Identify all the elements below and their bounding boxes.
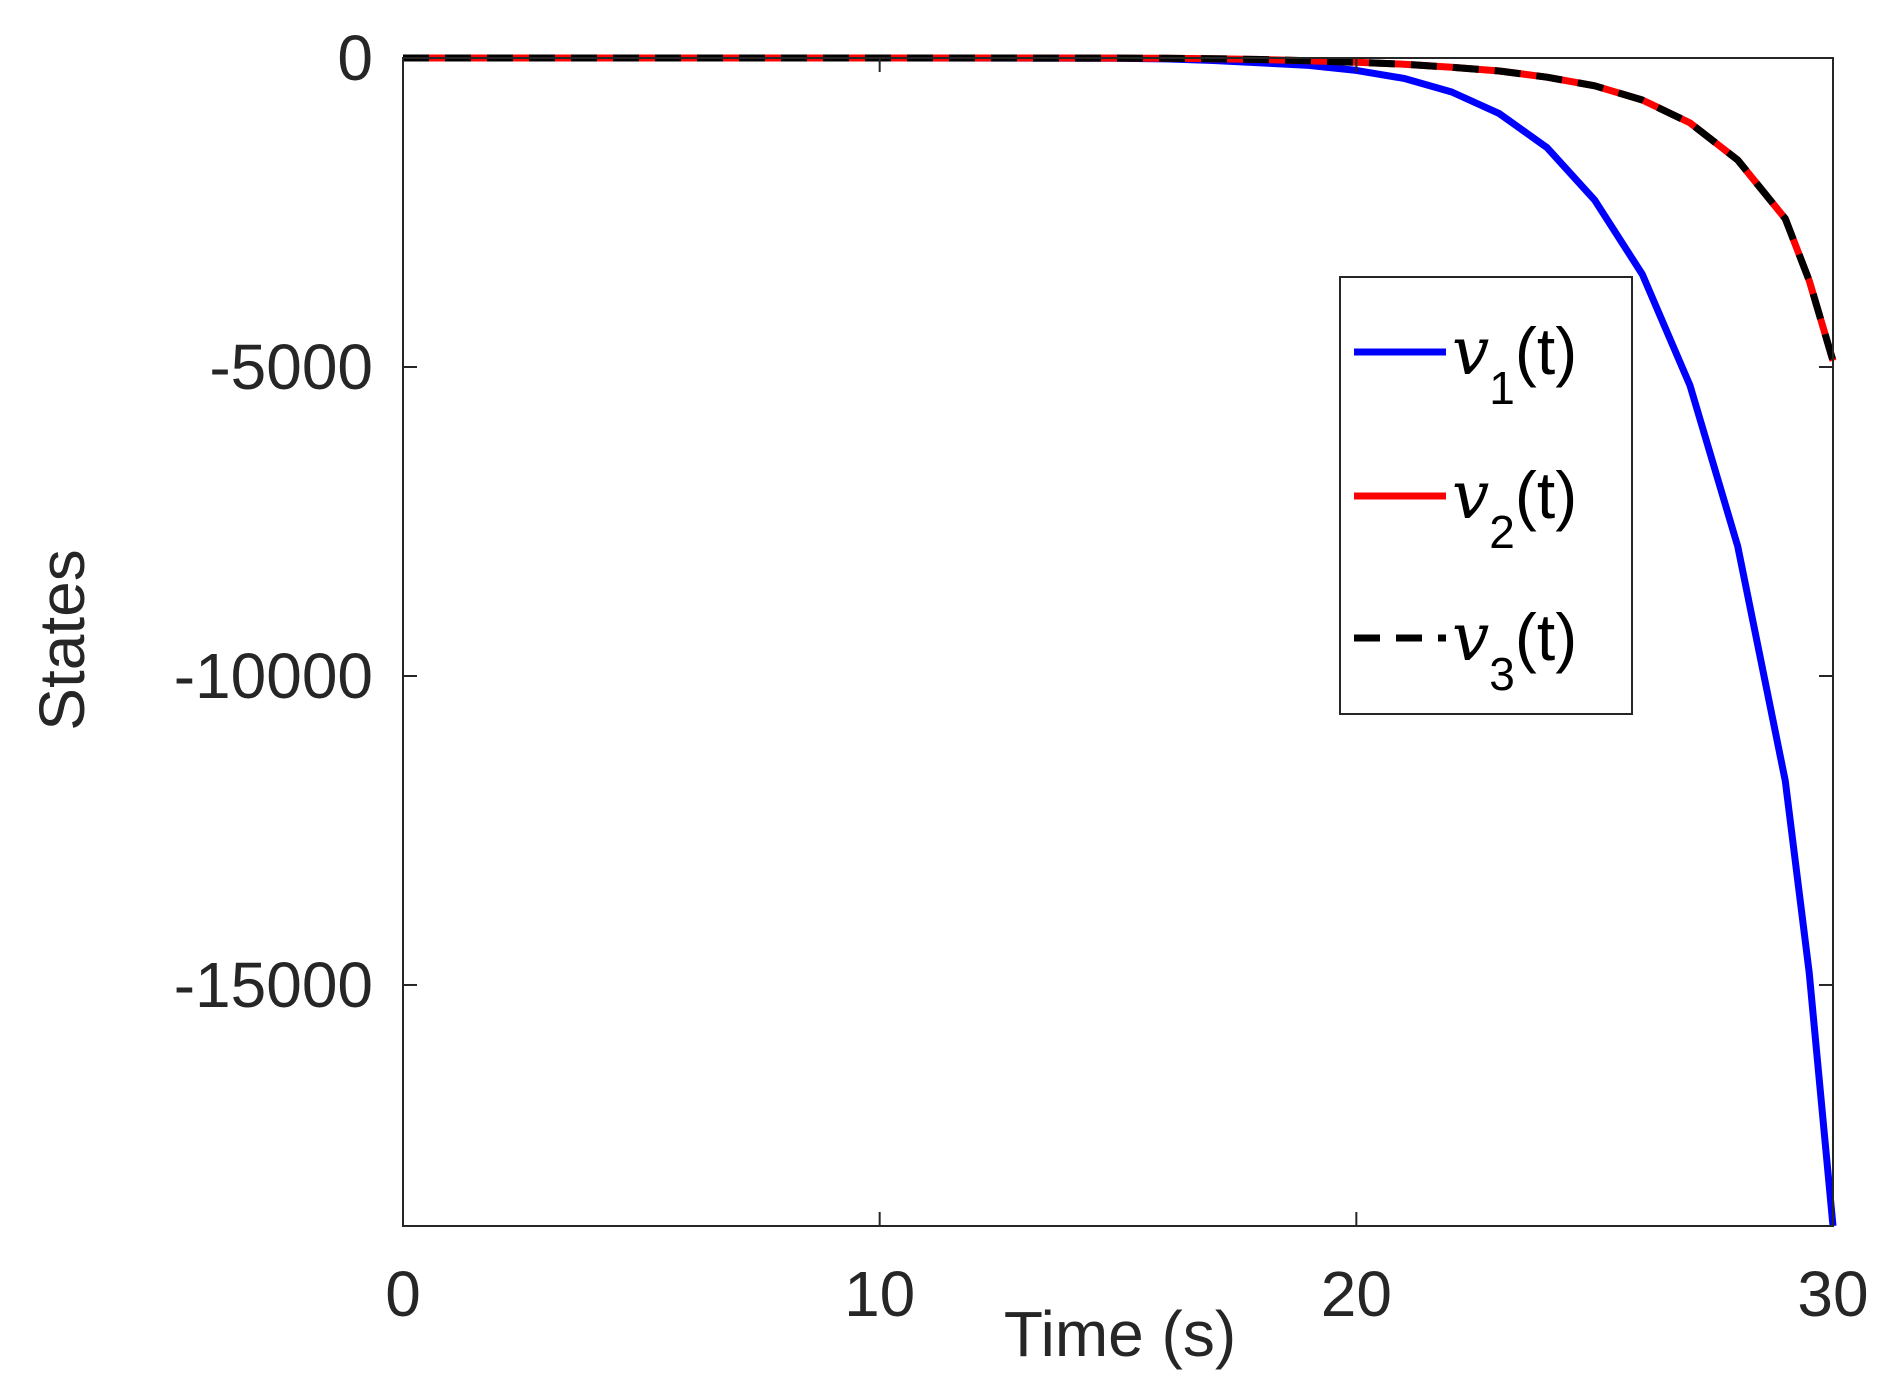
x-tick-label: 20 bbox=[1321, 1258, 1392, 1330]
ticks-layer: 0 10 20 30 0 -5000 -10000 -15000 bbox=[174, 22, 1869, 1330]
y-tick-label: -15000 bbox=[174, 949, 373, 1021]
x-tick-label: 30 bbox=[1797, 1258, 1868, 1330]
x-axis-label: Time (s) bbox=[1004, 1298, 1236, 1370]
legend-label-v3: v3(t) bbox=[1452, 599, 1577, 700]
legend: v1(t) v2(t) v3(t) bbox=[1339, 276, 1633, 715]
legend-label-v1: v1(t) bbox=[1452, 313, 1577, 414]
y-axis-label: States bbox=[26, 549, 98, 730]
x-tick-label: 10 bbox=[844, 1258, 915, 1330]
axes-layer bbox=[402, 57, 1834, 1227]
legend-label-v2: v2(t) bbox=[1452, 457, 1577, 558]
y-tick-label: -10000 bbox=[174, 640, 373, 712]
axes-box bbox=[402, 57, 1834, 1227]
y-tick-label: 0 bbox=[337, 22, 373, 94]
y-tick-label: -5000 bbox=[209, 331, 373, 403]
x-tick-label: 0 bbox=[385, 1258, 421, 1330]
